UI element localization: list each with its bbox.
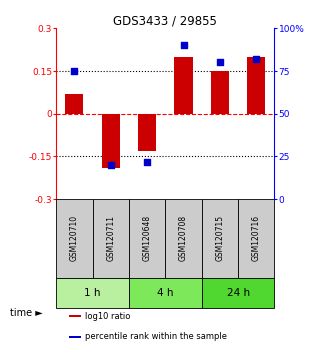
- Bar: [92, 199, 129, 278]
- Text: GSM120715: GSM120715: [215, 215, 224, 261]
- Bar: [69, 336, 81, 338]
- Text: percentile rank within the sample: percentile rank within the sample: [84, 332, 227, 341]
- Text: GSM120716: GSM120716: [252, 215, 261, 261]
- Bar: [202, 278, 274, 308]
- Text: GSM120710: GSM120710: [70, 215, 79, 261]
- Bar: [138, 114, 156, 151]
- Text: 4 h: 4 h: [157, 288, 174, 298]
- Bar: [56, 278, 129, 308]
- Text: GSM120648: GSM120648: [143, 215, 152, 261]
- Bar: [165, 199, 202, 278]
- Text: GSM120708: GSM120708: [179, 215, 188, 261]
- Text: 1 h: 1 h: [84, 288, 101, 298]
- Point: [72, 68, 77, 74]
- Bar: [69, 315, 81, 318]
- Bar: [247, 57, 265, 114]
- Point: [144, 159, 150, 164]
- Point: [181, 42, 186, 48]
- Point: [108, 162, 113, 168]
- Point: [254, 56, 259, 62]
- Bar: [202, 199, 238, 278]
- Bar: [211, 71, 229, 114]
- Bar: [129, 278, 202, 308]
- Bar: [238, 199, 274, 278]
- Title: GDS3433 / 29855: GDS3433 / 29855: [113, 14, 217, 27]
- Text: log10 ratio: log10 ratio: [84, 312, 130, 321]
- Bar: [102, 114, 120, 168]
- Bar: [56, 199, 92, 278]
- Text: time ►: time ►: [10, 308, 42, 318]
- Text: 24 h: 24 h: [227, 288, 250, 298]
- Point: [217, 60, 222, 65]
- Bar: [65, 94, 83, 114]
- Bar: [129, 199, 165, 278]
- Bar: [174, 57, 193, 114]
- Text: GSM120711: GSM120711: [106, 215, 115, 261]
